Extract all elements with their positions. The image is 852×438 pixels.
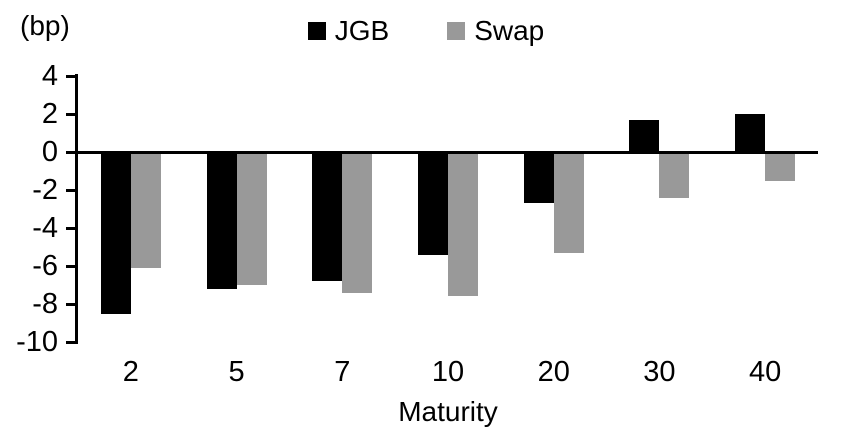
zero-baseline [78,150,818,154]
bar-swap-10 [448,152,478,297]
bar-jgb-20 [523,152,554,204]
x-tick-label-30: 30 [643,356,676,388]
y-axis-unit-label: (bp) [20,10,70,41]
bar-swap-20 [553,152,584,253]
y-tick-label: -4 [32,212,58,244]
y-tick [66,112,78,116]
legend-swatch-icon [447,22,466,40]
legend-item-swap: Swap [447,16,544,46]
y-tick [66,302,78,306]
y-tick-label: -2 [32,174,58,206]
y-tick-label: -10 [16,326,58,358]
x-tick-label-20: 20 [537,356,570,388]
y-tick [66,150,78,154]
y-tick [66,264,78,268]
bar-swap-2 [130,152,161,268]
bar-jgb-5 [206,152,237,289]
bar-swap-5 [236,152,267,285]
y-tick [66,226,78,230]
bar-jgb-2 [100,152,131,314]
x-axis-title: Maturity [398,396,498,427]
x-tick-label-2: 2 [122,356,139,388]
bar-jgb-7 [312,152,343,282]
x-tick-label-10: 10 [431,356,465,388]
x-tick-label-40: 40 [749,356,782,388]
bar-jgb-40 [735,114,766,152]
y-tick-label: 4 [41,60,58,92]
y-tick-label: -8 [32,288,58,320]
y-tick-label: 2 [41,98,58,130]
legend-label: Swap [474,15,545,46]
bar-jgb-10 [418,152,448,255]
bar-jgb-30 [629,119,660,152]
y-tick [66,188,78,192]
x-tick-label-7: 7 [334,356,351,388]
x-tick-label-5: 5 [228,356,245,388]
y-tick-label: 0 [41,136,58,168]
legend-item-jgb: JGB [307,15,390,46]
y-tick [66,340,78,344]
bar-swap-7 [342,152,373,293]
y-axis-line [75,74,78,344]
y-tick [66,74,78,78]
bar-swap-30 [659,152,690,198]
legend: JGB Swap [0,16,852,46]
bar-swap-40 [765,152,796,181]
legend-swatch-icon [307,22,326,40]
y-tick-label: -6 [32,250,58,282]
plot-area: Maturity 4 2 0 -2 -4 -6 -8 -10 2 5 7 10 20 30 40 [16,60,818,427]
legend-label: JGB [334,15,390,46]
